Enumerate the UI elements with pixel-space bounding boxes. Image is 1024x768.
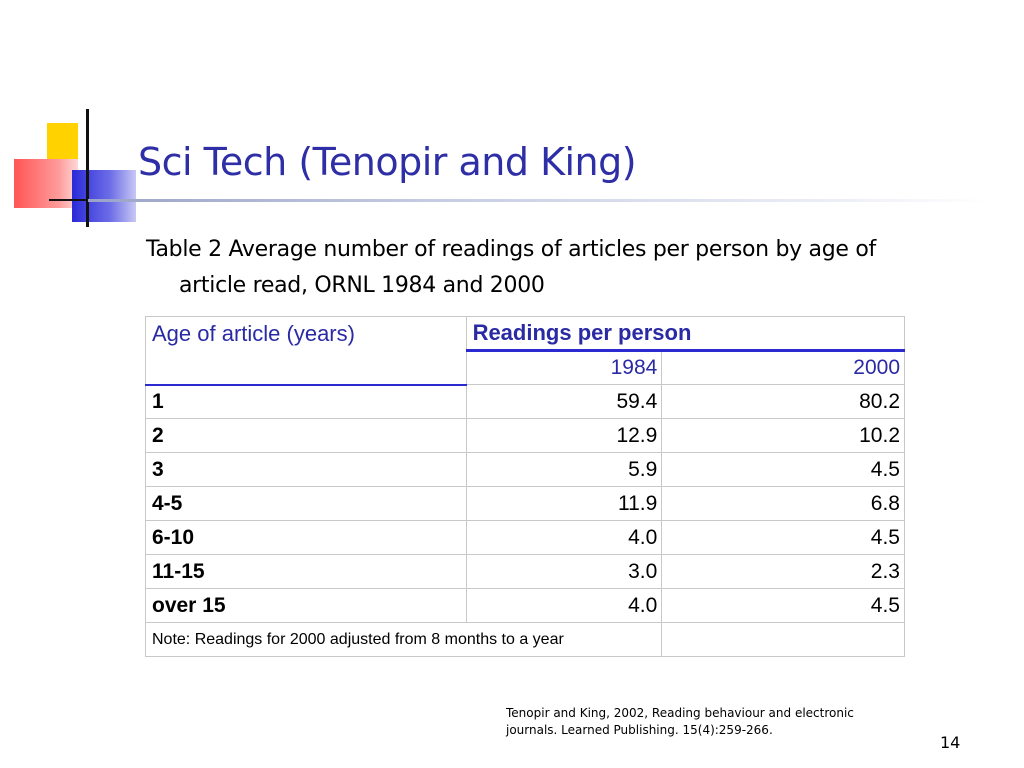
header-age: Age of article (years) <box>145 316 467 386</box>
age-cell: 6-10 <box>145 520 467 555</box>
age-cell: over 15 <box>145 588 467 623</box>
decor-blue-square <box>72 170 136 222</box>
table-note-row: Note: Readings for 2000 adjusted from 8 … <box>144 622 905 657</box>
reference-line-2: journals. Learned Publishing. 15(4):259-… <box>506 723 773 737</box>
table-caption: Table 2 Average number of readings of ar… <box>146 237 876 298</box>
table-row: 2 12.9 10.2 <box>145 418 905 453</box>
value-2000-cell: 80.2 <box>661 384 905 419</box>
age-cell: 11-15 <box>145 554 467 589</box>
table-year-row: 1984 2000 <box>146 350 905 385</box>
value-2000-cell: 6.8 <box>661 486 905 521</box>
value-1984-cell: 4.0 <box>465 520 663 555</box>
table-note: Note: Readings for 2000 adjusted from 8 … <box>144 622 663 657</box>
value-2000-cell: 4.5 <box>661 452 905 487</box>
readings-table: Age of article (years) Readings per pers… <box>144 316 906 657</box>
value-1984-cell: 59.4 <box>465 384 663 419</box>
age-cell: 3 <box>145 452 467 487</box>
table-header-row: Age of article (years) Readings per pers… <box>145 316 906 386</box>
table-row: 6-10 4.0 4.5 <box>145 520 905 555</box>
slide-title: Sci Tech (Tenopir and King) <box>138 140 637 184</box>
reference-citation: Tenopir and King, 2002, Reading behaviou… <box>506 705 896 739</box>
page-number: 14 <box>940 733 961 752</box>
value-2000-cell: 2.3 <box>661 554 905 589</box>
age-cell: 4-5 <box>145 486 467 521</box>
reference-line-1: Tenopir and King, 2002, Reading behaviou… <box>506 706 854 720</box>
table-row: 3 5.9 4.5 <box>145 452 905 487</box>
value-1984-cell: 4.0 <box>465 588 663 623</box>
value-1984-cell: 12.9 <box>465 418 663 453</box>
table-row: 4-5 11.9 6.8 <box>145 486 905 521</box>
value-2000-cell: 10.2 <box>661 418 905 453</box>
table-row: 1 59.4 80.2 <box>145 384 905 419</box>
value-2000-cell: 4.5 <box>661 588 905 623</box>
age-cell: 1 <box>145 384 467 419</box>
table-row: over 15 4.0 4.5 <box>145 588 905 623</box>
value-1984-cell: 5.9 <box>465 452 663 487</box>
age-cell: 2 <box>145 418 467 453</box>
value-1984-cell: 3.0 <box>465 554 663 589</box>
value-2000-cell: 4.5 <box>661 520 905 555</box>
table-row: 11-15 3.0 2.3 <box>145 554 905 589</box>
header-year-1984: 1984 <box>465 350 663 385</box>
title-underline <box>88 199 988 202</box>
decor-vertical-line <box>86 109 89 227</box>
value-1984-cell: 11.9 <box>465 486 663 521</box>
header-readings-per-person: Readings per person <box>465 316 906 352</box>
table-note-empty-cell <box>661 622 905 657</box>
header-year-2000: 2000 <box>661 350 905 385</box>
